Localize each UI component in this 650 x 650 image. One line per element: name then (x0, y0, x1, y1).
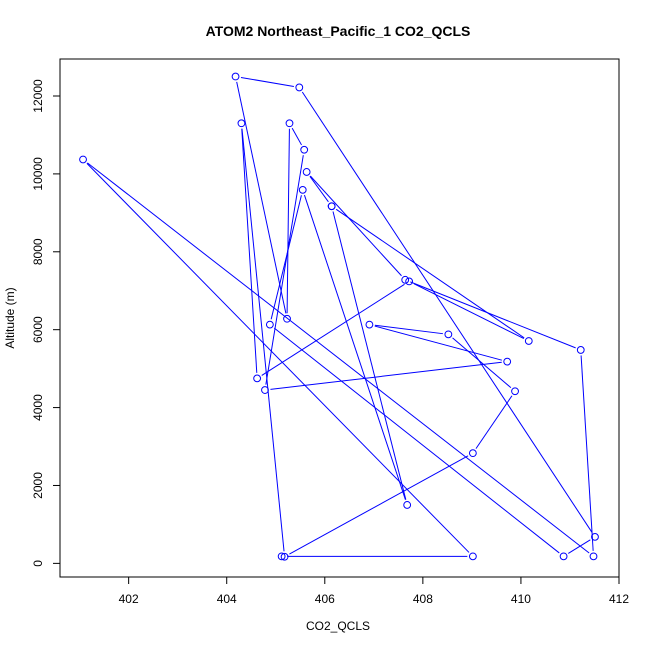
x-tick-label: 402 (119, 592, 139, 606)
y-tick-label: 12000 (31, 79, 45, 113)
data-point (277, 552, 286, 561)
x-tick-label: 406 (315, 592, 335, 606)
data-point (280, 552, 289, 561)
series-line-segment (265, 155, 304, 385)
data-point (298, 185, 307, 194)
data-point (300, 145, 309, 154)
series-line-segment (301, 91, 593, 533)
x-tick-label: 408 (413, 592, 433, 606)
series-line-segment (261, 283, 405, 376)
series-line-segment (86, 163, 470, 553)
series-line-segment (286, 128, 290, 314)
data-point (503, 357, 512, 366)
x-axis: 402 404 406 408 410 412 (119, 577, 629, 606)
data-point (468, 552, 477, 561)
y-tick-label: 6000 (31, 316, 45, 343)
y-tick-label: 2000 (31, 472, 45, 499)
data-point (576, 346, 585, 354)
series-line-segment (87, 162, 590, 554)
x-tick-label: 404 (217, 592, 237, 606)
data-point (365, 320, 374, 329)
series-line-segment (270, 195, 302, 320)
y-tick-label: 0 (31, 560, 45, 567)
y-tick-label: 10000 (31, 157, 45, 191)
series-line-segment (475, 395, 513, 449)
y-tick-label: 8000 (31, 238, 45, 265)
plot-frame (59, 58, 620, 578)
series-line-segment (410, 281, 576, 349)
data-point (401, 275, 410, 284)
series-line-segment (241, 128, 258, 373)
series-line-segment (240, 76, 294, 87)
data-point (468, 449, 477, 458)
x-axis-label: CO2_QCLS (306, 619, 370, 633)
data-point (403, 501, 412, 509)
series-line-segment (413, 283, 525, 339)
series-line-segment (309, 175, 402, 277)
series-line-segment (374, 324, 443, 335)
y-axis: 0 2000 4000 6000 8000 10000 12000 (31, 79, 60, 567)
data-point (327, 202, 336, 211)
data-point (79, 155, 87, 164)
data-point (295, 83, 304, 92)
series-line-segment (241, 128, 285, 552)
series-line-segment (568, 539, 591, 554)
series-line-segment (452, 337, 512, 389)
series-line-segment (374, 325, 503, 361)
y-tick-label: 4000 (31, 394, 45, 421)
data-point (237, 119, 246, 128)
data-point (302, 168, 311, 176)
plot-area (59, 58, 620, 578)
data-point (511, 387, 519, 396)
chart-title: ATOM2 Northeast_Pacific_1 CO2_QCLS (206, 23, 471, 39)
series-line-segment (580, 355, 594, 551)
series-line-segment (236, 81, 287, 314)
data-point (589, 552, 598, 561)
data-point (591, 532, 599, 541)
series-line-segment (332, 211, 407, 500)
series-line-segment (273, 327, 560, 554)
data-point (524, 337, 533, 345)
data-point (261, 386, 269, 394)
x-tick-label: 410 (511, 592, 531, 606)
data-point (444, 330, 453, 339)
series-line-segment (335, 208, 525, 339)
series-line-segment (270, 361, 502, 390)
data-point (285, 119, 294, 128)
data-point (265, 320, 274, 329)
data-point (231, 72, 240, 81)
y-axis-label: Altitude (m) (3, 287, 17, 348)
series-group (79, 72, 599, 561)
data-point (283, 314, 291, 323)
x-tick-label: 412 (609, 592, 629, 606)
series-line-segment (309, 176, 329, 203)
data-point (253, 374, 262, 383)
data-point (559, 552, 568, 561)
series-line-segment (291, 127, 302, 146)
data-point (405, 277, 414, 286)
series-line-segment (289, 455, 469, 555)
series-line-segment (303, 194, 406, 500)
